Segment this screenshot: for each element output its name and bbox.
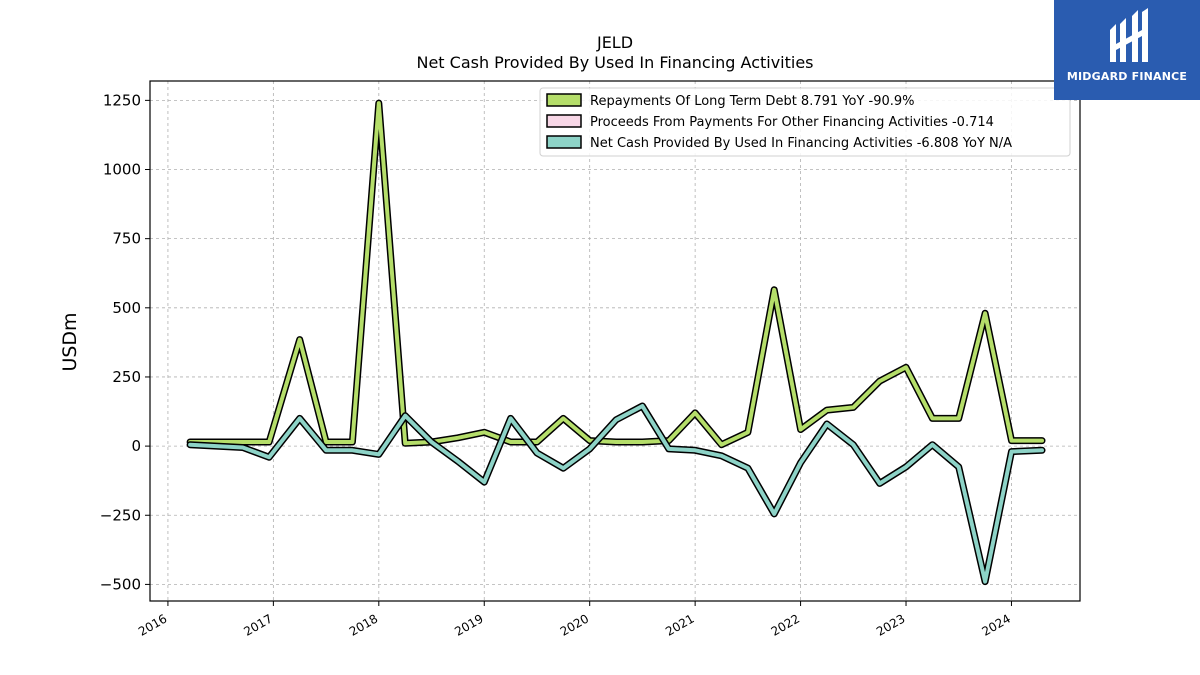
legend-swatch-proceeds (546, 114, 582, 128)
legend-box (539, 87, 1071, 157)
y-tick-label: 250 (112, 368, 141, 386)
y-tick-label: −500 (100, 575, 141, 593)
x-tick-label: 2022 (769, 611, 802, 638)
legend: Repayments Of Long Term Debt 8.791 YoY -… (539, 87, 1071, 157)
legend-label-proceeds: Proceeds From Payments For Other Financi… (590, 115, 994, 130)
y-tick-label: −250 (100, 506, 141, 524)
x-axis: 2016 2017 2018 2019 2020 2021 2022 2023 2024 (136, 601, 1013, 639)
series-net-cash-line (188, 404, 1044, 584)
midgard-logo-icon (1110, 8, 1148, 62)
legend-swatch-repayments (546, 93, 582, 107)
y-tick-label: 1000 (103, 161, 141, 179)
y-tick-label: 750 (112, 230, 141, 248)
series-net-cash (186, 402, 1046, 586)
x-tick-label: 2017 (241, 611, 274, 638)
legend-label-net-cash: Net Cash Provided By Used In Financing A… (590, 136, 1012, 151)
y-axis: −500 −250 0 250 500 750 1000 1250 (100, 91, 150, 593)
y-axis-label: USDm (59, 312, 81, 371)
brand-name: MIDGARD FINANCE (1066, 70, 1188, 83)
x-tick-label: 2018 (347, 611, 380, 638)
x-tick-label: 2023 (874, 611, 907, 638)
grid (150, 81, 1080, 601)
x-tick-label: 2020 (558, 611, 591, 638)
x-tick-label: 2021 (663, 611, 696, 638)
y-tick-label: 1250 (103, 91, 141, 109)
legend-label-repayments: Repayments Of Long Term Debt 8.791 YoY -… (590, 94, 915, 109)
brand-logo: MIDGARD FINANCE (1054, 0, 1200, 100)
plot-frame (149, 80, 1081, 602)
series-layer (186, 99, 1046, 586)
chart-title: JELD (596, 33, 633, 52)
y-tick-label: 0 (131, 437, 141, 455)
x-tick-label: 2024 (980, 611, 1013, 638)
chart-subtitle: Net Cash Provided By Used In Financing A… (416, 53, 813, 72)
y-tick-label: 500 (112, 299, 141, 317)
series-net-cash-outline (186, 402, 1046, 586)
x-tick-label: 2016 (136, 611, 169, 638)
series-repayments (186, 99, 1046, 449)
x-tick-label: 2019 (452, 611, 485, 638)
legend-swatch-net-cash (546, 135, 582, 149)
